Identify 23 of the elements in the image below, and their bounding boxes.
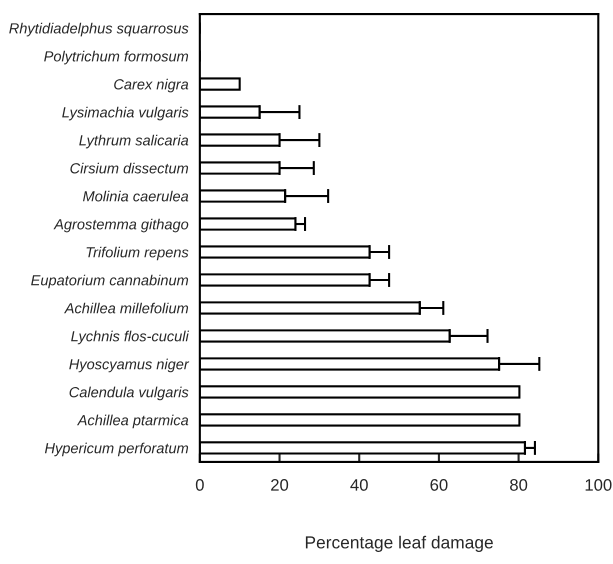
y-tick-label: Lythrum salicaria [79,134,188,148]
y-tick-label: Rhytidiadelphus squarrosus [9,22,188,36]
y-tick-label: Polytrichum formosum [44,50,188,64]
y-tick-label: Agrostemma githago [53,218,188,232]
x-tick-label: 20 [271,479,288,491]
x-axis-title: Percentage leaf damage [306,536,493,552]
x-tick-label: 0 [196,479,204,491]
y-tick-label: Cirsium dissectum [70,162,188,174]
y-tick-label: Lysimachia vulgaris [62,106,188,120]
y-tick-label: Hyoscyamus niger [69,358,190,372]
x-tick-label: 80 [510,479,528,491]
y-tick-label: Molinia caerulea [82,190,188,202]
y-tick-label: Trifolium repens [86,246,188,260]
y-tick-label: Achillea millefolium [64,302,188,314]
y-tick-label: Achillea ptarmica [76,414,188,428]
y-tick-label: Eupatorium cannabinum [31,274,188,288]
y-tick-label: Calendula vulgaris [70,386,188,400]
x-tick-label: 40 [350,479,368,491]
x-tick-label: 100 [586,479,612,491]
y-tick-label: Hypericum perforatum [44,442,188,456]
y-tick-label: Carex nigra [114,78,188,92]
y-tick-label: Lychnis flos-cuculi [71,330,190,344]
x-tick-label: 60 [430,479,448,491]
